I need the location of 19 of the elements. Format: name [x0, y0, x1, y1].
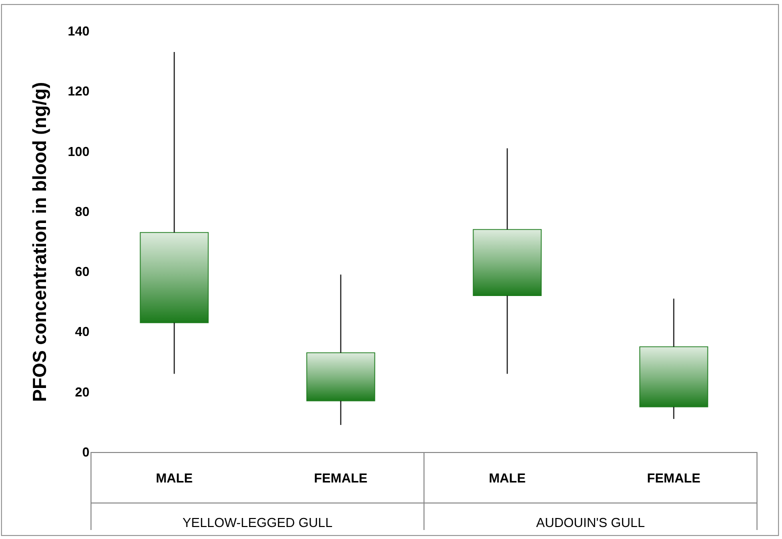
candlestick — [140, 52, 209, 374]
x-tick-label: MALE — [156, 470, 193, 486]
text: YELLOW-LEGGED GULL — [182, 515, 333, 530]
x-tick-label: FEMALE — [647, 470, 701, 486]
y-tick-label: 80 — [75, 204, 90, 219]
candlestick — [639, 298, 708, 420]
x-tick-label: MALE — [488, 470, 526, 486]
y-tick-label: 60 — [75, 264, 90, 280]
y-tick-label: 20 — [75, 384, 90, 400]
x-tick-label: FEMALE — [314, 470, 368, 486]
candlestick — [306, 274, 376, 426]
y-tick-label: 140 — [68, 24, 90, 38]
y-tick-label: 100 — [68, 144, 90, 159]
candlestick — [472, 148, 542, 374]
y-tick-label: 120 — [68, 84, 90, 99]
text: AUDOUIN'S GULL — [536, 515, 645, 530]
y-tick-label: 40 — [75, 324, 90, 340]
y-axis-title: PFOS concentration in blood (ng/g) — [30, 82, 51, 402]
y-tick-label: 0 — [82, 444, 90, 460]
